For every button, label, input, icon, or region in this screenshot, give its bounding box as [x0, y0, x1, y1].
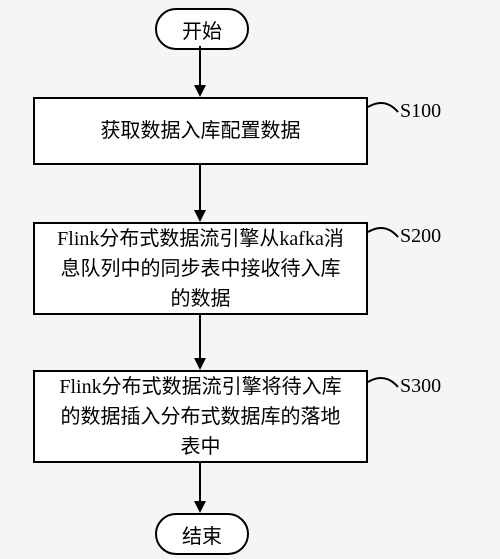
arrow-line-3 — [199, 463, 201, 503]
process-step-S300: Flink分布式数据流引擎将待入库的数据插入分布式数据库的落地表中 — [33, 370, 368, 463]
arrow-line-2 — [199, 315, 201, 360]
arrow-line-1 — [199, 165, 201, 212]
arrow-line-0 — [199, 46, 201, 87]
arrow-head-2 — [194, 358, 206, 370]
step-label-S200: S200 — [400, 225, 441, 248]
start-terminal: 开始 — [155, 8, 249, 50]
label-connector-0 — [366, 95, 400, 114]
label-connector-2 — [366, 370, 400, 389]
step-label-S300: S300 — [400, 375, 441, 398]
process-step-S100: 获取数据入库配置数据 — [33, 97, 368, 165]
process-step-S200: Flink分布式数据流引擎从kafka消息队列中的同步表中接收待入库的数据 — [33, 222, 368, 315]
flowchart-canvas: 开始结束 获取数据入库配置数据 S100 Flink分布式数据流引擎从kafka消息队… — [0, 0, 500, 559]
label-connector-1 — [366, 220, 400, 239]
step-label-S100: S100 — [400, 100, 441, 123]
end-terminal: 结束 — [155, 513, 249, 555]
arrow-head-1 — [194, 210, 206, 222]
arrow-head-0 — [194, 85, 206, 97]
arrow-head-3 — [194, 501, 206, 513]
